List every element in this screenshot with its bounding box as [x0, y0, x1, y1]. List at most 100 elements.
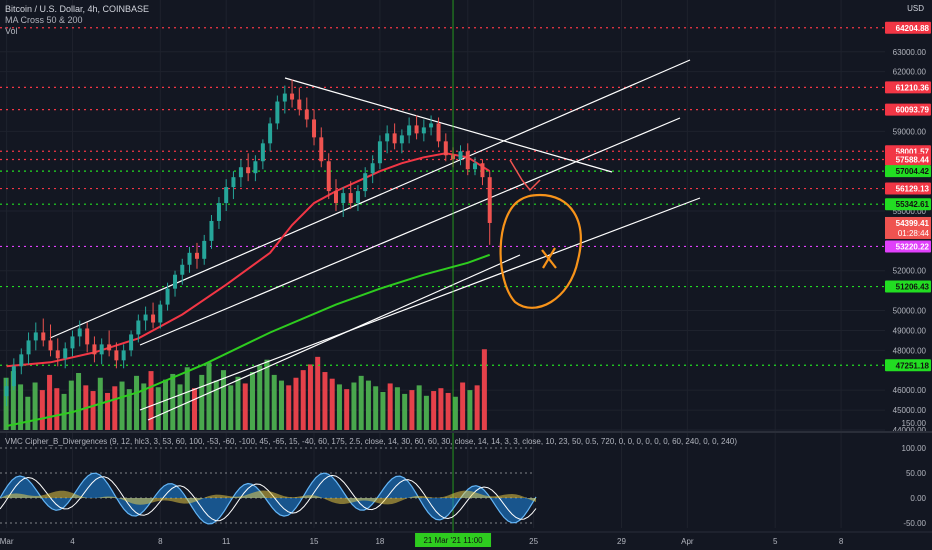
price-level-tag-label: 57004.42 — [896, 167, 930, 176]
volume-bar — [177, 384, 183, 430]
osc-tick-label: 100.00 — [902, 444, 927, 453]
osc-tick-label: 0.00 — [910, 494, 926, 503]
volume-bar — [365, 380, 371, 430]
candle-body — [414, 125, 419, 134]
candle-body — [312, 119, 317, 138]
volume-bar — [351, 382, 357, 430]
candle-body — [26, 340, 31, 355]
trend-line — [284, 77, 613, 173]
volume-bar — [90, 391, 96, 430]
volume-bar — [25, 396, 31, 430]
volume-bar — [68, 380, 74, 430]
volume-bar — [402, 393, 408, 430]
candle-body — [399, 135, 404, 144]
candle-body — [348, 193, 353, 204]
candle-body — [363, 173, 368, 192]
volume-bar — [32, 382, 38, 430]
candle-body — [99, 344, 104, 355]
osc-tick-label: 50.00 — [906, 469, 927, 478]
volume-bar — [242, 383, 248, 430]
price-tick-label: 55000.00 — [893, 207, 927, 216]
volume-bar — [286, 385, 292, 430]
volume-bar — [460, 382, 466, 430]
time-tick-label: 5 — [773, 537, 778, 546]
candle-body — [407, 125, 412, 136]
price-level-tag-label: 60093.79 — [896, 106, 930, 115]
candle-body — [465, 151, 470, 170]
volume-bar — [431, 391, 437, 430]
volume-bar — [336, 384, 342, 430]
volume-bar — [300, 370, 306, 430]
currency-label[interactable]: USD — [907, 4, 924, 13]
volume-bar — [228, 385, 234, 430]
candle-body — [180, 264, 185, 275]
candle-body — [173, 274, 178, 289]
volume-bar — [170, 373, 176, 430]
candle-body — [421, 127, 426, 134]
volume-bar — [220, 370, 226, 430]
volume-bar — [329, 378, 335, 430]
time-tick-label: 25 — [529, 537, 538, 546]
candle-body — [33, 332, 38, 341]
price-tick-label: 46000.00 — [893, 386, 927, 395]
price-tick-label: 48000.00 — [893, 346, 927, 355]
volume-bar — [257, 365, 263, 430]
candle-body — [458, 151, 463, 160]
annotation-circle — [499, 193, 582, 309]
crosshair-time-label: 21 Mar '21 11:00 — [423, 536, 483, 545]
volume-bar — [452, 396, 458, 430]
price-level-tag — [885, 81, 931, 94]
ma-indicator-label: MA Cross 50 & 200 — [5, 15, 83, 25]
volume-bar — [373, 386, 379, 430]
volume-bar — [322, 372, 328, 430]
volume-bar — [47, 374, 53, 430]
price-level-tag — [885, 198, 931, 211]
candle-body — [473, 163, 478, 170]
candle-body — [19, 354, 24, 367]
trend-line — [147, 254, 521, 421]
price-level-tag-label: 47251.18 — [896, 361, 930, 370]
candle-body — [341, 193, 346, 204]
volume-bar — [192, 388, 198, 430]
candle-body — [480, 163, 485, 178]
volume-bar — [163, 379, 169, 430]
volume-bar — [307, 364, 313, 430]
time-tick-label: 18 — [375, 537, 384, 546]
price-level-tag — [885, 21, 931, 34]
price-tick-label: 59000.00 — [893, 127, 927, 136]
volume-bar — [39, 390, 45, 430]
candle-body — [253, 161, 258, 174]
volume-bar — [61, 393, 67, 430]
volume-bar — [148, 371, 154, 430]
candle-body — [370, 163, 375, 174]
candle-body — [107, 344, 112, 351]
candle-body — [187, 252, 192, 265]
annotation-arrow — [509, 159, 541, 192]
volume-bar — [54, 388, 60, 430]
time-tick-label: 8 — [839, 537, 844, 546]
chart-title: Bitcoin / U.S. Dollar, 4h, COINBASE — [5, 4, 150, 14]
trend-line — [139, 197, 701, 411]
candle-body — [77, 328, 82, 337]
candle-body — [48, 340, 53, 351]
volume-bar — [409, 390, 415, 430]
price-level-tag-label: 56129.13 — [896, 185, 930, 194]
volume-bar — [3, 377, 9, 430]
osc-tick-label: -50.00 — [903, 519, 926, 528]
volume-bar — [264, 359, 270, 430]
candle-body — [355, 191, 360, 204]
candle-body — [487, 177, 492, 223]
volume-bar — [481, 349, 487, 430]
price-level-tag-label: 57588.44 — [896, 155, 930, 164]
candle-body — [260, 143, 265, 162]
candle-body — [377, 141, 382, 164]
volume-bar — [199, 374, 205, 430]
candle-body — [70, 336, 75, 349]
volume-bar — [235, 376, 241, 430]
price-tick-label: 62000.00 — [893, 68, 927, 77]
osc-wave-2 — [0, 474, 537, 522]
price-level-tag-label: 64204.88 — [896, 24, 930, 33]
volume-bar — [315, 356, 321, 430]
